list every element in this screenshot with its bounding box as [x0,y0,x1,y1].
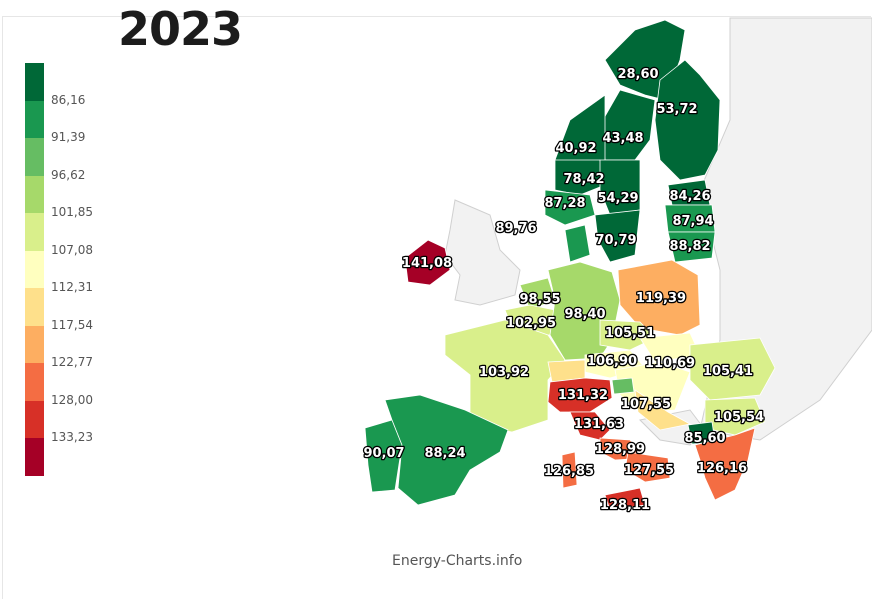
label-estonia: 84,26 [669,189,710,204]
land-great-britain [444,199,521,306]
region-norway_south_a[interactable] [554,159,606,196]
legend-swatch [25,175,44,213]
label-lithuania: 88,82 [669,239,710,254]
legend-swatch [25,288,44,326]
legend-label: 128,00 [51,392,93,407]
value-labels: 28,60 53,72 43,48 40,92 78,42 87,28 54,2… [362,66,765,515]
region-sicily[interactable] [604,487,646,511]
label-spain: 88,24 [424,446,465,461]
legend-swatch [25,363,44,401]
legend-swatch [25,438,44,476]
legend-label: 91,39 [51,130,86,144]
legend-label: 101,85 [51,205,93,219]
data-regions [364,19,776,511]
label-se_central: 43,48 [602,131,643,146]
label-denmark: 89,76 [495,221,536,236]
region-finland[interactable] [654,59,721,181]
label-sweden_south_a: 54,29 [597,191,638,206]
label-portugal: 90,07 [363,446,404,461]
region-greece[interactable] [694,427,756,501]
chart-frame [2,16,871,599]
chart-title: 2023 [118,2,243,56]
label-sweden_south_b: 70,79 [595,233,636,248]
label-hungary: 107,55 [621,397,671,412]
region-sweden_south_a[interactable] [599,159,641,216]
region-italy_central[interactable] [569,411,611,441]
label-italy_central: 131,63 [574,417,624,432]
label-france: 103,92 [479,365,529,380]
label-italy_south: 128,99 [595,442,645,457]
legend-label: 122,77 [51,355,93,369]
label-italy_calabria: 127,55 [624,463,674,478]
label-sardinia: 126,85 [544,464,594,479]
label-austria: 106,90 [587,354,637,369]
label-bulgaria: 105,54 [714,410,764,425]
label-norway_south_b: 87,28 [544,196,585,211]
region-poland[interactable] [617,259,701,336]
label-nordic_north: 28,60 [617,67,658,82]
label-norway_south_a: 78,42 [563,172,604,187]
region-czechia[interactable] [599,319,656,351]
region-ireland[interactable] [404,239,451,286]
label-sicily: 128,11 [600,498,650,513]
legend-label: 86,16 [51,92,86,107]
source-credit: Energy-Charts.info [392,553,523,569]
label-germany: 98,40 [564,307,605,322]
legend-swatch [25,213,44,251]
legend-swatch [25,100,44,138]
region-hungary[interactable] [614,361,691,413]
non-data-land [444,17,872,446]
region-denmark[interactable] [564,224,591,263]
region-norway_south_b[interactable] [544,189,596,226]
label-greece: 126,16 [697,461,747,476]
region-italy_calabria[interactable] [624,451,671,483]
label-netherlands: 98,55 [519,292,560,307]
legend-swatch [25,250,44,288]
label-ireland: 141,08 [402,256,452,271]
legend-swatch [25,63,44,101]
label-poland: 119,39 [636,291,686,306]
region-italy_north[interactable] [547,377,613,413]
legend-swatch [25,138,44,176]
label-romania: 105,41 [703,364,753,379]
region-france[interactable] [444,319,566,433]
label-slovakia: 110,69 [645,356,695,371]
region-croatia[interactable] [634,389,692,431]
label-norway_west: 40,92 [555,141,596,156]
label-finland: 53,72 [656,102,697,117]
region-spain[interactable] [384,394,509,506]
region-romania[interactable] [689,337,776,401]
legend-label: 117,54 [51,317,93,332]
label-belgium: 102,95 [506,316,556,331]
region-sweden_south_b[interactable] [594,209,641,263]
label-north_macedonia: 85,60 [684,431,725,446]
legend-swatch [25,400,44,438]
legend-label: 112,31 [51,280,93,294]
color-legend [25,63,44,476]
label-latvia: 87,94 [672,214,713,229]
label-italy_north: 131,32 [558,388,608,403]
region-slovenia[interactable] [611,377,635,395]
legend-label: 96,62 [51,167,86,182]
label-czechia: 105,51 [605,326,655,341]
legend-label: 107,08 [51,242,93,257]
region-se_central[interactable] [599,89,656,161]
legend-swatch [25,325,44,363]
region-sardinia[interactable] [561,451,578,489]
legend-label: 133,23 [51,430,93,444]
region-lithuania[interactable] [667,231,716,263]
